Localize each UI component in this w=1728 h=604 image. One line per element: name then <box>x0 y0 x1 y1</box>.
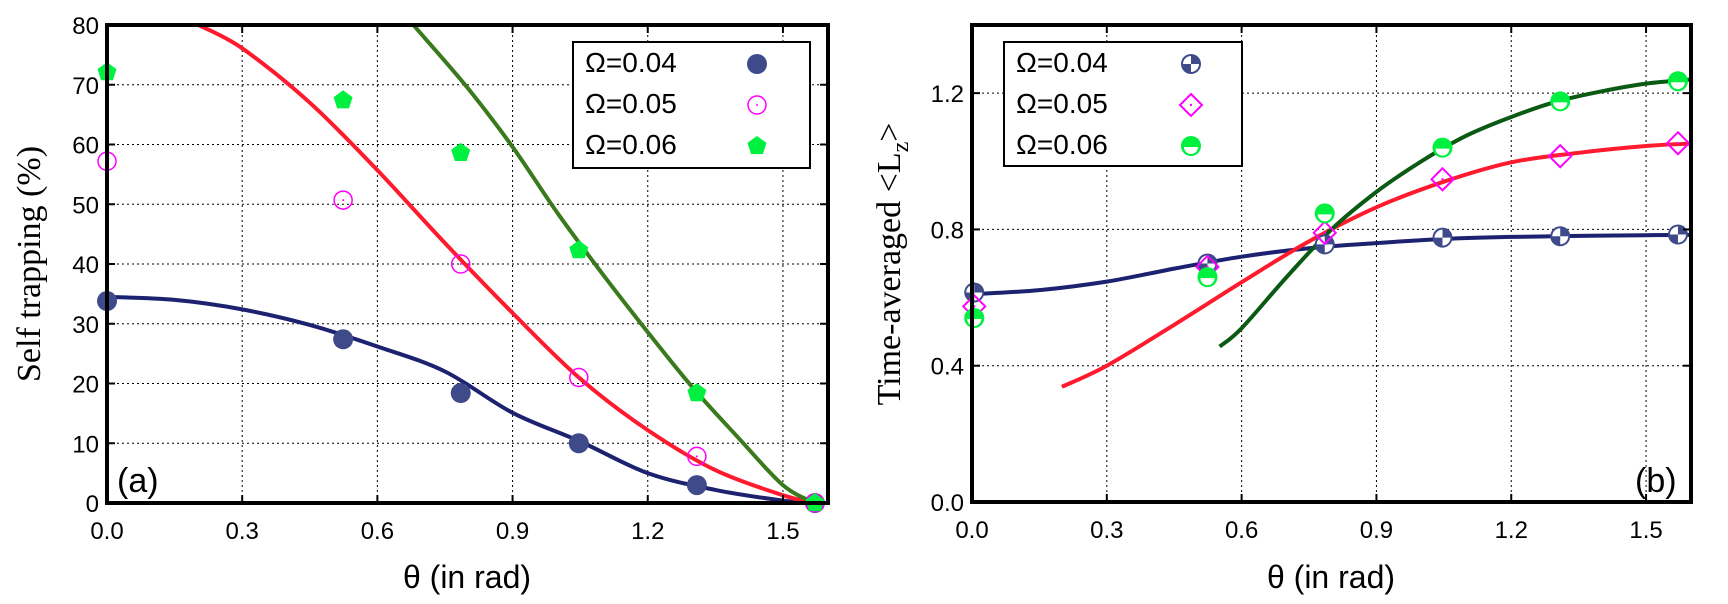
data-point-marker <box>333 190 353 210</box>
y-tick-label: 0.4 <box>931 354 964 381</box>
plot-frame-b <box>970 23 1693 504</box>
data-point-marker <box>687 446 707 467</box>
y-tick-label: 0.0 <box>931 490 964 517</box>
ticks-b: 0.0 0.3 0.6 0.9 1.2 1.5 0.0 0.4 0.8 1.2 <box>931 25 1691 544</box>
x-tick-label: 0.3 <box>1090 517 1123 544</box>
panel-b-time-averaged-lz-chart: 0.0 0.3 0.6 0.9 1.2 1.5 0.0 0.4 0.8 1.2 Ω=0.04 Ω=… <box>871 23 1693 595</box>
y-tick-label: 30 <box>72 312 99 339</box>
x-tick-label: 1.2 <box>631 518 664 545</box>
x-tick-label: 0.9 <box>1360 517 1393 544</box>
fit-curve-1 <box>197 25 816 503</box>
y-tick-label: 40 <box>72 252 99 279</box>
legend-b: Ω=0.04 Ω=0.05 Ω=0.06 <box>1003 41 1243 167</box>
data-point-marker <box>686 475 707 496</box>
data-point-marker <box>451 142 471 161</box>
y-axis-title-b-subscript: z <box>888 142 914 153</box>
data-point-marker <box>1665 130 1691 156</box>
x-tick-label: 0.3 <box>226 518 259 545</box>
legend-label-a-0: Ω=0.04 <box>585 47 677 78</box>
panel-label-b: (b) <box>1635 462 1677 500</box>
data-point-marker <box>450 254 471 274</box>
data-point-marker <box>1314 203 1335 224</box>
legend-label-a-2: Ω=0.06 <box>585 129 677 160</box>
legend-marker-icon <box>1178 92 1204 118</box>
legend-markers-b <box>1178 54 1204 156</box>
grid-a <box>107 25 828 503</box>
legend-box-a <box>572 41 811 169</box>
y-tick-label: 80 <box>72 13 99 40</box>
panel-a-self-trapping-chart: 0.0 0.3 0.6 0.9 1.2 1.5 0 10 20 30 40 50 60 70 80 Ω=0.… <box>11 13 830 595</box>
y-tick-label: 60 <box>72 133 99 160</box>
y-tick-label: 20 <box>72 372 99 399</box>
y-tick-label: 70 <box>72 73 99 100</box>
data-point-marker <box>333 90 353 109</box>
panel-label-a: (a) <box>117 462 159 500</box>
y-axis-title-a: Self trapping (%) <box>11 146 48 382</box>
y-axis-title-b-end: > <box>871 123 908 142</box>
fit-curves-a <box>107 25 816 503</box>
x-tick-label: 0.9 <box>496 518 529 545</box>
data-point-marker <box>333 329 354 350</box>
y-tick-label: 0.8 <box>931 217 964 244</box>
data-point-marker <box>964 308 985 329</box>
data-point-marker <box>450 383 471 404</box>
y-tick-label: 10 <box>72 431 99 458</box>
data-point-marker <box>687 383 707 402</box>
fit-curve-2 <box>411 25 816 503</box>
data-point-marker <box>1547 143 1573 169</box>
x-axis-title-b: θ (in rad) <box>1267 559 1395 595</box>
data-point-marker <box>1550 91 1571 112</box>
y-tick-label: 1.2 <box>931 81 964 108</box>
legend-label-b-1: Ω=0.05 <box>1016 88 1108 119</box>
x-axis-title-a: θ (in rad) <box>403 559 531 595</box>
data-point-marker <box>569 240 589 259</box>
y-axis-title-b-main: Time-averaged <L <box>871 152 908 405</box>
legend-label-b-0: Ω=0.04 <box>1016 47 1108 78</box>
fit-curve-2 <box>1218 77 1691 349</box>
x-tick-label: 1.2 <box>1495 517 1528 544</box>
x-tick-label: 0.6 <box>361 518 394 545</box>
y-tick-label: 0 <box>86 491 99 518</box>
fit-curve-0 <box>972 232 1691 297</box>
data-point-marker <box>1550 226 1571 247</box>
data-point-marker <box>569 367 589 388</box>
data-point-marker <box>1432 137 1453 158</box>
x-tick-label: 0.0 <box>90 518 123 545</box>
legend-label-a-1: Ω=0.05 <box>585 88 677 119</box>
ticks-a: 0.0 0.3 0.6 0.9 1.2 1.5 0 10 20 30 40 50 60 70 80 <box>72 13 828 545</box>
x-tick-label: 1.5 <box>1629 517 1662 544</box>
fit-curve-1 <box>1061 141 1691 389</box>
fit-curve-0 <box>107 294 816 503</box>
data-markers-b <box>961 71 1691 329</box>
data-point-marker <box>1432 227 1453 248</box>
data-point-marker <box>1197 267 1218 288</box>
data-point-marker <box>568 433 589 454</box>
data-point-marker <box>1667 224 1688 245</box>
legend-box-b <box>1003 41 1243 167</box>
data-point-marker <box>1312 220 1338 246</box>
legend-label-b-2: Ω=0.06 <box>1016 129 1108 160</box>
data-point-marker <box>1430 166 1455 192</box>
data-point-marker <box>964 282 985 303</box>
legend-marker-icon <box>747 136 767 155</box>
legend-a: Ω=0.04 Ω=0.05 Ω=0.06 <box>572 41 811 169</box>
legend-marker-icon <box>747 54 767 74</box>
legend-marker-icon <box>1181 136 1201 156</box>
x-tick-label: 1.5 <box>766 518 799 545</box>
y-axis-title-b: Time-averaged <Lz> <box>871 123 914 406</box>
legend-marker-icon <box>747 95 767 115</box>
data-point-marker <box>1667 71 1688 92</box>
y-tick-label: 50 <box>72 192 99 219</box>
x-tick-label: 0.0 <box>955 517 988 544</box>
x-tick-label: 0.6 <box>1225 517 1258 544</box>
legend-marker-icon <box>1181 54 1201 74</box>
legend-markers-a <box>747 54 767 155</box>
